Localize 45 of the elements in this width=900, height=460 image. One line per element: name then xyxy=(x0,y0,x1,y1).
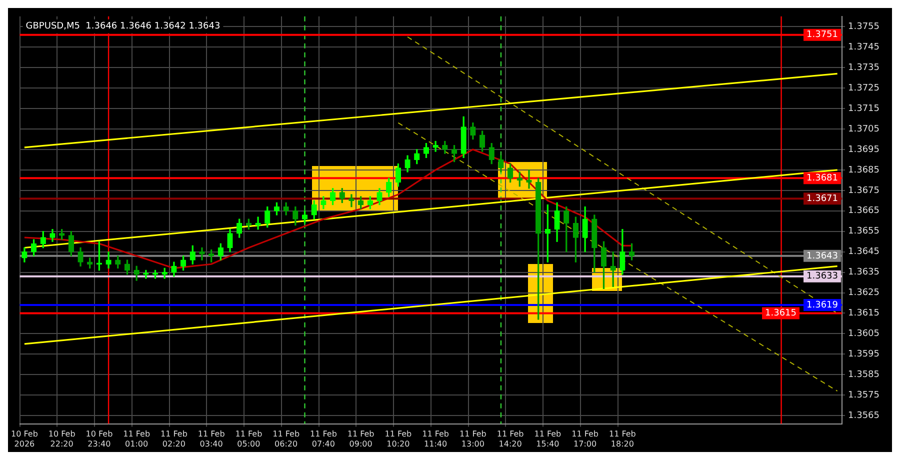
text: GBPUSD,M5 1.3646 1.3646 1.3642 1.3643 xyxy=(26,22,220,32)
y-tick-label: 1.3745 xyxy=(848,42,880,52)
x-tick-label: 11 Feb 01:00 xyxy=(123,430,150,448)
x-tick-label: 11 Feb 14:20 xyxy=(496,430,524,448)
x-tick-label: 10 Feb 22:20 xyxy=(48,430,76,448)
ref-line-label: 1.3615 xyxy=(765,308,797,319)
y-tick-label: 1.3705 xyxy=(848,124,880,134)
x-tick-label: 11 Feb 09:00 xyxy=(347,430,374,448)
x-tick-label: 11 Feb 11:40 xyxy=(422,430,450,448)
y-tick-label: 1.3625 xyxy=(848,288,880,298)
y-tick-label: 1.3655 xyxy=(848,226,880,237)
y-tick-label: 1.3665 xyxy=(848,206,880,216)
x-tick-label: 11 Feb 18:20 xyxy=(608,430,636,448)
x-tick-label: 11 Feb 15:40 xyxy=(534,430,562,448)
x-tick-label: 11 Feb 17:00 xyxy=(572,430,599,448)
y-tick-label: 1.3585 xyxy=(848,370,880,380)
y-tick-label: 1.3735 xyxy=(848,62,880,73)
y-tick-label: 1.3645 xyxy=(848,247,880,258)
y-tick-label: 1.3635 xyxy=(848,268,880,278)
x-tick-label: 11 Feb 07:40 xyxy=(310,430,337,448)
y-tick-label: 1.3575 xyxy=(848,390,880,400)
y-tick-label: 1.3725 xyxy=(848,83,880,94)
ref-line-label: 1.3671 xyxy=(806,194,838,204)
x-tick-label: 11 Feb 06:20 xyxy=(272,430,300,448)
x-tick-label: 11 Feb 13:00 xyxy=(459,430,486,448)
ref-line-label: 1.3751 xyxy=(806,30,838,40)
y-tick-label: 1.3675 xyxy=(848,186,880,196)
x-tick-label: 11 Feb 10:20 xyxy=(384,430,412,448)
ref-line-label: 1.3643 xyxy=(806,251,838,262)
y-tick-label: 1.3615 xyxy=(848,308,880,319)
x-tick-label: 11 Feb 02:20 xyxy=(160,430,188,448)
ref-line-label: 1.3633 xyxy=(806,272,838,282)
x-tick-label: 10 Feb 23:40 xyxy=(86,430,113,448)
x-tick-label: 10 Feb 2026 xyxy=(11,430,38,448)
y-tick-label: 1.3695 xyxy=(848,144,880,155)
ref-line-label: 1.3681 xyxy=(806,173,838,184)
y-tick-label: 1.3565 xyxy=(848,410,880,421)
y-tick-label: 1.3605 xyxy=(848,329,880,340)
ref-line-label: 1.3619 xyxy=(806,300,838,310)
x-tick-label: 11 Feb 03:40 xyxy=(198,430,225,448)
x-tick-label: 11 Feb 05:00 xyxy=(235,430,262,448)
y-tick-label: 1.3595 xyxy=(848,350,880,360)
y-tick-label: 1.3685 xyxy=(848,165,880,176)
y-tick-label: 1.3755 xyxy=(848,22,880,32)
y-tick-label: 1.3715 xyxy=(848,104,880,114)
